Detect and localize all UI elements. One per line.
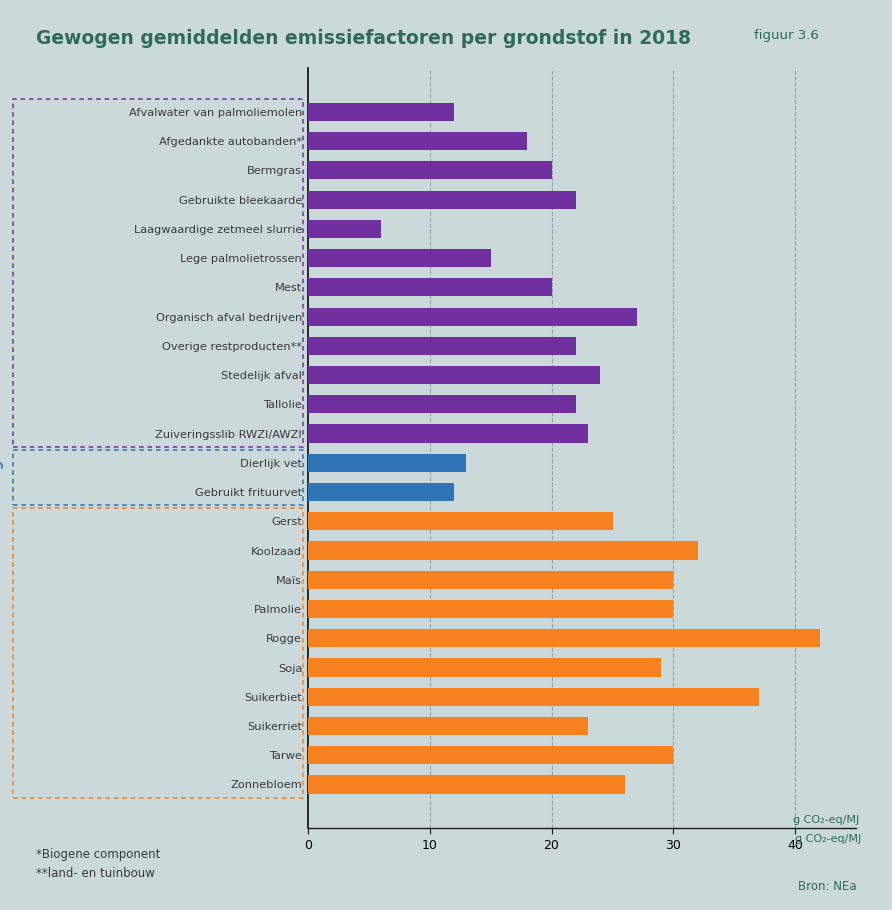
Bar (308, 337, 576, 355)
Bar (308, 688, 759, 706)
Text: Bron: NEa: Bron: NEa (797, 880, 856, 893)
Bar (308, 454, 467, 472)
Bar (308, 512, 613, 531)
Bar (308, 190, 576, 208)
Bar (308, 220, 381, 238)
Bar (308, 161, 551, 179)
Bar (308, 717, 588, 735)
Bar (308, 571, 673, 589)
Text: *Biogene component: *Biogene component (36, 848, 160, 861)
Bar (308, 600, 673, 618)
Text: figuur 3.6: figuur 3.6 (754, 29, 819, 42)
Bar (308, 746, 673, 764)
Bar (308, 775, 624, 794)
Bar (308, 308, 637, 326)
Text: Conventioneel: Conventioneel (0, 603, 4, 703)
Text: g CO₂-eq/MJ: g CO₂-eq/MJ (795, 834, 861, 844)
Bar (308, 629, 820, 647)
Text: **land- en tuinbouw: **land- en tuinbouw (36, 867, 154, 880)
Bar (308, 424, 588, 442)
Bar (308, 395, 576, 413)
Bar (308, 249, 491, 268)
Bar (308, 278, 551, 297)
Bar (308, 103, 454, 121)
Bar (308, 366, 600, 384)
Text: g CO₂-eq/MJ: g CO₂-eq/MJ (793, 815, 859, 825)
Text: Gewogen gemiddelden emissiefactoren per grondstof in 2018: Gewogen gemiddelden emissiefactoren per … (36, 29, 690, 48)
Bar (308, 132, 527, 150)
Text: Overige: Overige (0, 450, 4, 504)
Bar (308, 541, 698, 560)
Bar (308, 659, 661, 676)
Text: Geavanceerd: Geavanceerd (0, 228, 4, 318)
Bar (308, 483, 454, 501)
